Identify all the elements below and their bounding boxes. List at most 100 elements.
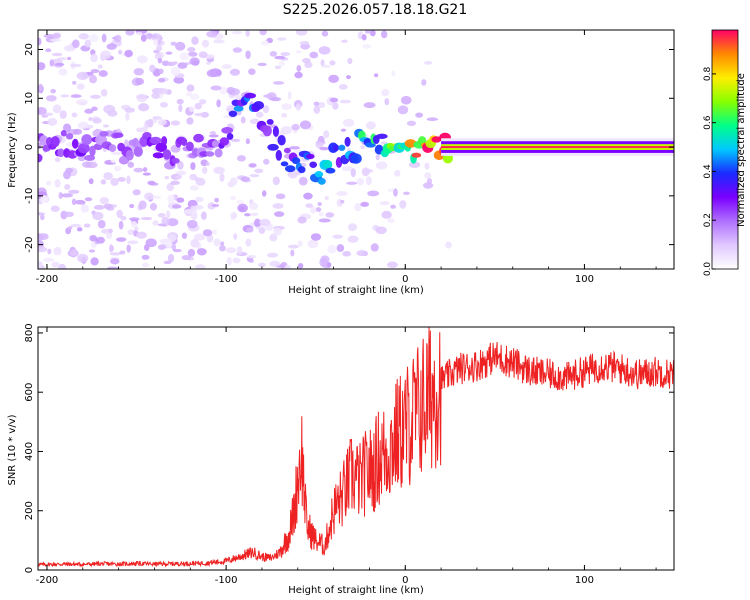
heatmap-ridge-cell [81,134,93,145]
heatmap-noise-cell [186,117,194,125]
heatmap-noise-cell [261,190,267,197]
heatmap-ridge-cell [60,130,67,137]
snr-y-tick-label: 600 [24,383,35,402]
heatmap-noise-cell [181,232,188,239]
heatmap-ridge-cell [89,145,96,157]
heatmap-noise-cell [177,161,184,170]
heatmap-noise-cell [119,250,126,255]
heatmap-noise-cell [280,125,293,135]
heatmap-noise-cell [313,101,320,106]
heatmap-noise-cell [173,248,182,253]
heatmap-noise-cell [51,52,63,57]
heatmap-noise-cell [88,33,99,43]
heatmap-noise-cell [294,71,303,79]
heatmap-noise-cell [76,98,88,106]
heatmap-noise-cell [221,64,232,70]
heatmap-noise-cell [83,223,91,228]
heatmap-noise-cell [375,153,380,161]
heatmap-noise-cell [166,183,174,192]
heatmap-noise-cell [195,264,206,269]
heatmap-noise-cell [367,190,380,197]
heatmap-noise-cell [399,200,407,209]
heatmap-ridge-cell [272,126,279,137]
heatmap-noise-cell [339,99,352,104]
heatmap-noise-cell [232,47,243,53]
heatmap-noise-cell [110,177,119,187]
heatmap-noise-cell [193,204,204,210]
heatmap-noise-cell [179,52,190,61]
heatmap-noise-cell [188,220,195,227]
heatmap-noise-cell [259,30,267,36]
heatmap-noise-cell [159,101,168,108]
heatmap-noise-cell [76,227,83,232]
snr-panel: -200 -100 0 100 0 200 400 600 800 Height of str… [7,323,675,596]
colorbar-tick-label: 0.6 [703,115,713,130]
heatmap-noise-cell [43,257,55,263]
heatmap-noise-cell [38,212,46,216]
heatmap-noise-cell [97,64,103,69]
heatmap-ridge-cell [181,137,188,147]
heatmap-ridge-cell [99,130,109,137]
heatmap-noise-cell [163,260,172,265]
heatmap-noise-cell [173,76,185,84]
heatmap-noise-cell [266,252,279,258]
heatmap-noise-cell [117,177,126,182]
heatmap-noise-cell [248,163,257,168]
heatmap-noise-cell [59,110,67,119]
heatmap-noise-cell [380,30,388,39]
heatmap-noise-cell [249,202,259,211]
heatmap-noise-cell [100,50,112,59]
heatmap-noise-cell [236,199,244,205]
heatmap-ridge-cell [376,133,388,139]
heatmap-noise-cell [326,262,332,268]
spectrogram-x-ticks: -200 -100 0 100 [36,30,657,285]
heatmap-noise-cell [350,168,356,178]
heatmap-noise-cell [445,241,452,249]
snr-y-tick-label: 800 [24,323,35,342]
heatmap-noise-cell [187,248,196,257]
heatmap-noise-cell [89,234,97,242]
heatmap-noise-cell [65,167,73,174]
heatmap-noise-cell [361,34,367,41]
heatmap-noise-cell [47,118,58,126]
heatmap-noise-cell [233,233,238,240]
heatmap-noise-cell [340,200,345,204]
heatmap-noise-cell [46,180,52,186]
heatmap-noise-cell [38,62,46,71]
heatmap-noise-cell [74,199,86,205]
heatmap-noise-cell [296,50,302,54]
heatmap-noise-cell [165,239,173,248]
heatmap-noise-cell [274,55,286,60]
heatmap-noise-cell [149,64,156,73]
heatmap-noise-cell [365,121,376,130]
spectrogram-y-label: Frequency (Hz) [7,112,18,188]
heatmap-noise-cell [135,77,145,86]
heatmap-noise-cell [170,41,177,46]
heatmap-ridge-cell [277,134,286,146]
heatmap-noise-cell [269,233,278,242]
heatmap-noise-cell [158,68,164,75]
heatmap-noise-cell [299,40,310,46]
heatmap-noise-cell [213,39,225,44]
heatmap-noise-cell [356,177,365,186]
heatmap-noise-cell [50,205,60,212]
heatmap-ridge-cell [275,149,282,161]
heatmap-ridge-cell [283,147,291,154]
heatmap-noise-cell [187,47,196,53]
heatmap-noise-cell [426,117,439,122]
heatmap-noise-cell [288,146,301,150]
heatmap-noise-cell [189,57,200,66]
heatmap-noise-cell [62,123,72,133]
figure-title: S225.2026.057.18.18.G21 [283,2,468,18]
colorbar-tick-label: 0.4 [703,164,713,179]
heatmap-noise-cell [98,70,108,77]
heatmap-ridge-cell [162,149,172,160]
snr-x-tick-label: 0 [402,575,408,586]
heatmap-noise-cell [51,33,61,39]
heatmap-noise-cell [77,253,89,263]
heatmap-noise-cell [84,39,92,48]
heatmap-noise-cell [40,214,45,221]
heatmap-noise-cell [149,202,158,211]
heatmap-noise-cell [181,255,192,261]
heatmap-noise-cell [100,89,108,97]
